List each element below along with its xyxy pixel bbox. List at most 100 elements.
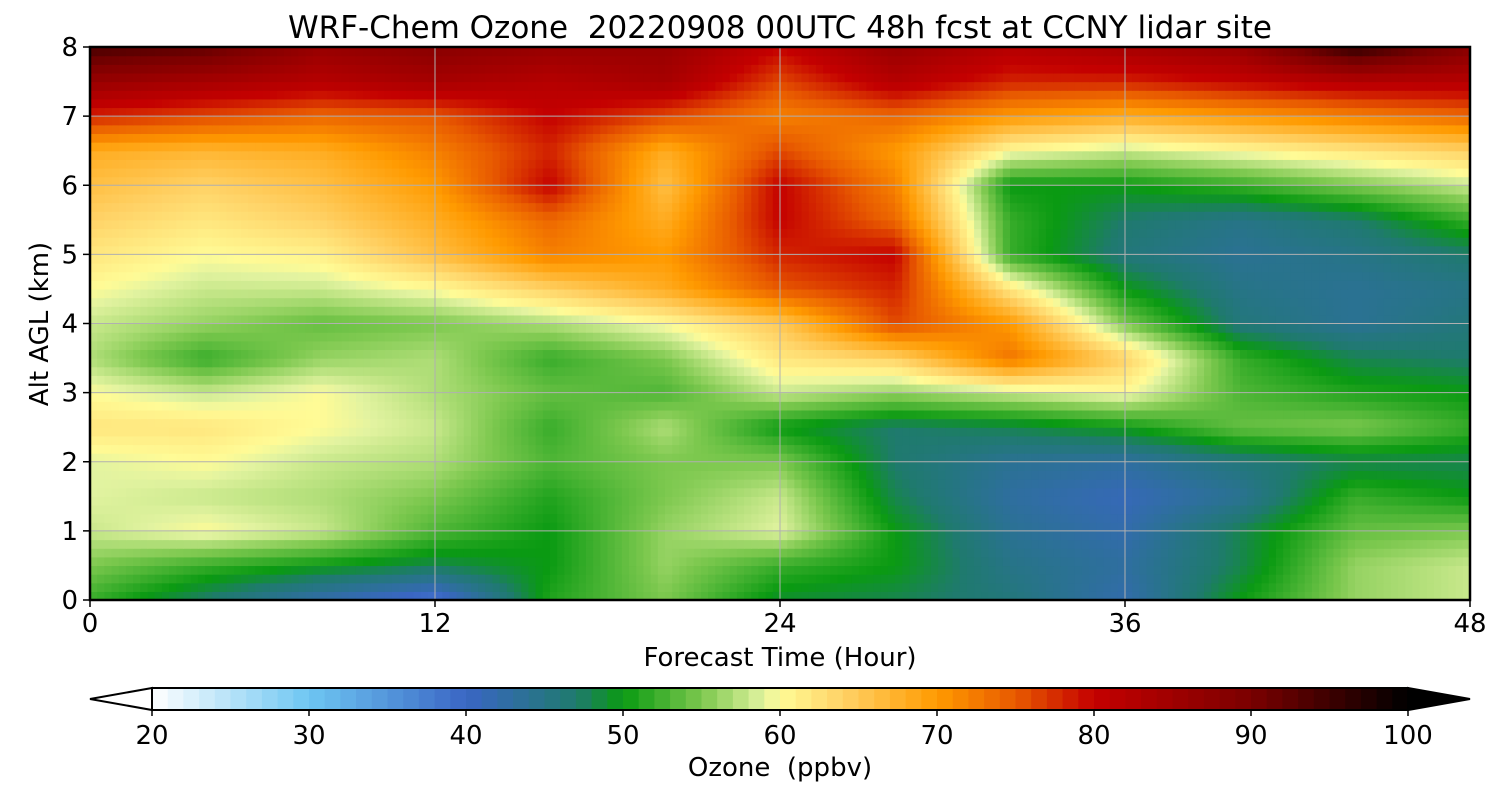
heatmap-cell <box>1268 383 1277 394</box>
heatmap-cell <box>607 591 616 600</box>
heatmap-cell <box>413 487 422 497</box>
heatmap-cell <box>1405 375 1414 385</box>
heatmap-cell <box>830 504 839 515</box>
heatmap-cell <box>851 496 860 506</box>
heatmap-cell <box>1110 513 1119 523</box>
heatmap-cell <box>902 513 910 523</box>
heatmap-cell <box>248 401 256 411</box>
heatmap-cell <box>952 504 961 515</box>
heatmap-cell <box>219 496 228 506</box>
heatmap-cell <box>219 565 228 575</box>
heatmap-cell <box>133 418 141 428</box>
heatmap-cell <box>578 461 587 471</box>
heatmap-cell <box>1081 496 1090 506</box>
heatmap-cell <box>111 548 120 558</box>
heatmap-cell <box>125 383 134 394</box>
heatmap-cell <box>744 487 752 497</box>
heatmap-cell <box>262 392 271 402</box>
heatmap-cell <box>1398 401 1406 411</box>
heatmap-cell <box>1455 392 1464 402</box>
heatmap-cell <box>1232 513 1241 523</box>
heatmap-cell <box>118 487 127 497</box>
heatmap-cell <box>1081 479 1090 489</box>
heatmap-cell <box>1347 496 1356 506</box>
heatmap-cell <box>1426 444 1435 454</box>
heatmap-cell <box>686 591 695 600</box>
heatmap-cell <box>435 375 443 385</box>
heatmap-cell <box>1283 487 1291 497</box>
heatmap-cell <box>1146 470 1155 480</box>
heatmap-cell <box>1067 470 1076 480</box>
heatmap-cell <box>1369 530 1378 541</box>
heatmap-field <box>90 47 1470 600</box>
heatmap-cell <box>391 539 400 549</box>
heatmap-cell <box>1038 565 1047 575</box>
heatmap-cell <box>1038 427 1047 437</box>
heatmap-cell <box>916 401 925 411</box>
heatmap-cell <box>1333 383 1342 394</box>
heatmap-cell <box>1010 427 1018 437</box>
heatmap-cell <box>320 409 328 420</box>
heatmap-cell <box>1146 444 1155 454</box>
heatmap-cell <box>1434 530 1442 541</box>
heatmap-cell <box>1017 513 1025 523</box>
heatmap-cell <box>1204 470 1212 480</box>
heatmap-cell <box>966 461 975 471</box>
heatmap-cell <box>801 383 810 394</box>
heatmap-cell <box>1103 513 1112 523</box>
heatmap-cell <box>1426 401 1435 411</box>
heatmap-cell <box>593 513 601 523</box>
heatmap-cell <box>988 453 997 463</box>
heatmap-cell <box>585 556 594 567</box>
heatmap-cell <box>1376 530 1385 541</box>
heatmap-cell <box>830 375 839 385</box>
heatmap-cell <box>880 479 889 489</box>
heatmap-cell <box>787 487 795 497</box>
heatmap-cell <box>1405 591 1414 600</box>
heatmap-cell <box>1355 582 1363 592</box>
heatmap-cell <box>1160 392 1169 402</box>
heatmap-cell <box>233 409 242 420</box>
heatmap-cell <box>909 444 918 454</box>
heatmap-cell <box>147 470 156 480</box>
heatmap-cell <box>542 453 551 463</box>
heatmap-cell <box>219 375 228 385</box>
heatmap-cell <box>708 504 716 515</box>
heatmap-cell <box>1304 556 1313 567</box>
heatmap-cell <box>197 539 206 549</box>
heatmap-cell <box>1297 479 1306 489</box>
heatmap-cell <box>859 496 867 506</box>
heatmap-cell <box>1283 530 1291 541</box>
heatmap-cell <box>550 582 558 592</box>
heatmap-cell <box>269 461 278 471</box>
heatmap-cell <box>1283 427 1291 437</box>
heatmap-cell <box>528 522 537 532</box>
heatmap-cell <box>966 392 975 402</box>
heatmap-cell <box>334 461 343 471</box>
heatmap-cell <box>104 548 113 558</box>
heatmap-cell <box>1247 539 1255 549</box>
heatmap-cell <box>837 427 846 437</box>
heatmap-cell <box>377 435 386 446</box>
heatmap-cell <box>859 435 867 446</box>
heatmap-cell <box>557 539 565 549</box>
heatmap-cell <box>492 375 501 385</box>
heatmap-cell <box>1189 461 1198 471</box>
heatmap-cell <box>391 453 400 463</box>
heatmap-cell <box>406 582 415 592</box>
heatmap-cell <box>1175 375 1184 385</box>
heatmap-cell <box>233 530 242 541</box>
heatmap-cell <box>643 539 652 549</box>
heatmap-cell <box>384 548 393 558</box>
heatmap-cell <box>226 470 235 480</box>
heatmap-cell <box>1024 461 1033 471</box>
heatmap-cell <box>679 556 688 567</box>
heatmap-cell <box>1225 582 1234 592</box>
heatmap-cell <box>643 582 652 592</box>
heatmap-cell <box>1168 565 1176 575</box>
heatmap-cell <box>1182 435 1191 446</box>
heatmap-cell <box>406 504 415 515</box>
heatmap-cell <box>190 461 199 471</box>
heatmap-cell <box>873 530 882 541</box>
heatmap-cell <box>521 461 530 471</box>
